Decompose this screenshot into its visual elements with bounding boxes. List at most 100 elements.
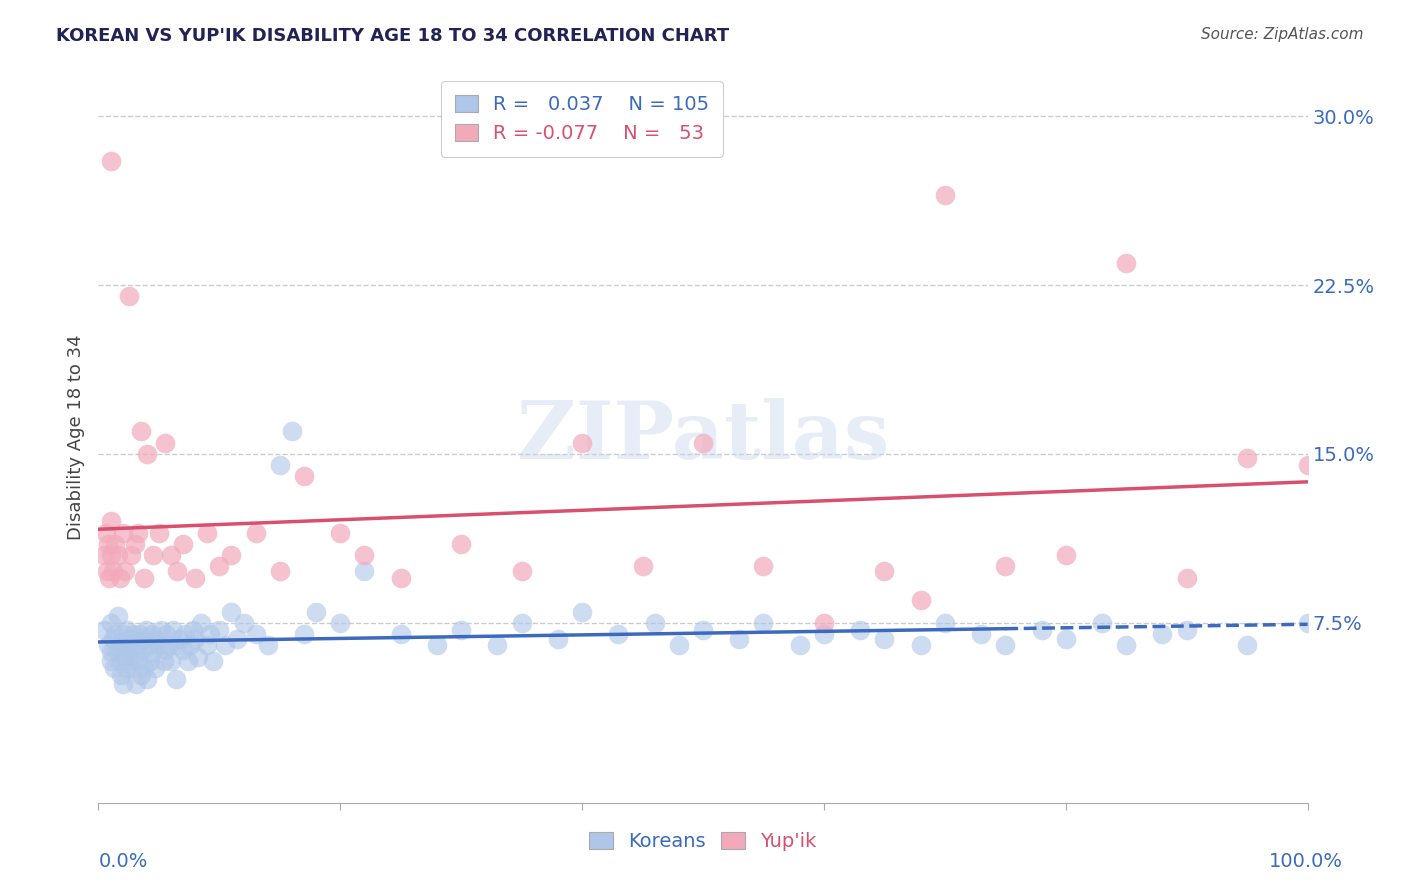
Point: [208, 559, 231, 574]
Point: [152, 654, 174, 668]
Point: [122, 627, 145, 641]
Point: [752, 615, 775, 630]
Point: [97, 638, 120, 652]
Point: [121, 661, 143, 675]
Point: [120, 548, 142, 562]
Point: [139, 654, 162, 668]
Text: ZIPatlas: ZIPatlas: [517, 398, 889, 476]
Point: [692, 623, 714, 637]
Point: [103, 661, 125, 675]
Point: [153, 435, 176, 450]
Point: [970, 627, 993, 641]
Point: [389, 627, 412, 641]
Point: [100, 548, 122, 562]
Point: [510, 564, 533, 578]
Point: [353, 548, 375, 562]
Point: [1175, 623, 1198, 637]
Text: KOREAN VS YUP'IK DISABILITY AGE 18 TO 34 CORRELATION CHART: KOREAN VS YUP'IK DISABILITY AGE 18 TO 34…: [56, 27, 730, 45]
Point: [134, 571, 156, 585]
Point: [107, 548, 129, 562]
Point: [108, 636, 131, 650]
Point: [547, 632, 569, 646]
Point: [668, 638, 690, 652]
Point: [292, 469, 315, 483]
Y-axis label: Disability Age 18 to 34: Disability Age 18 to 34: [66, 334, 84, 540]
Point: [187, 649, 209, 664]
Point: [389, 571, 412, 585]
Point: [135, 672, 157, 686]
Point: [96, 564, 118, 578]
Point: [692, 435, 714, 450]
Point: [208, 623, 231, 637]
Point: [214, 638, 236, 652]
Point: [789, 638, 811, 652]
Point: [221, 548, 243, 562]
Point: [157, 638, 180, 652]
Point: [873, 564, 896, 578]
Point: [132, 632, 155, 646]
Point: [221, 605, 243, 619]
Point: [138, 638, 160, 652]
Point: [117, 623, 139, 637]
Point: [1236, 451, 1258, 466]
Point: [245, 525, 267, 540]
Point: [269, 458, 291, 473]
Point: [104, 627, 127, 641]
Point: [108, 571, 131, 585]
Point: [111, 525, 134, 540]
Point: [143, 661, 166, 675]
Point: [166, 638, 188, 652]
Point: [571, 435, 593, 450]
Point: [118, 654, 141, 668]
Point: [353, 564, 375, 578]
Point: [100, 515, 122, 529]
Point: [125, 676, 148, 690]
Point: [190, 615, 212, 630]
Point: [118, 289, 141, 303]
Point: [179, 638, 201, 652]
Point: [135, 447, 157, 461]
Point: [124, 645, 146, 659]
Point: [160, 654, 183, 668]
Point: [155, 627, 177, 641]
Point: [910, 593, 932, 607]
Point: [1152, 627, 1174, 641]
Point: [100, 645, 122, 659]
Point: [1031, 623, 1053, 637]
Point: [127, 638, 149, 652]
Point: [1115, 638, 1137, 652]
Point: [195, 525, 218, 540]
Point: [145, 632, 167, 646]
Point: [644, 615, 666, 630]
Point: [127, 525, 149, 540]
Point: [177, 654, 200, 668]
Point: [195, 638, 218, 652]
Point: [226, 632, 249, 646]
Point: [607, 627, 630, 641]
Point: [127, 654, 149, 668]
Point: [571, 605, 593, 619]
Point: [148, 638, 170, 652]
Text: 100.0%: 100.0%: [1268, 852, 1343, 871]
Point: [97, 537, 120, 551]
Point: [994, 638, 1017, 652]
Point: [631, 559, 654, 574]
Point: [108, 654, 131, 668]
Point: [934, 615, 956, 630]
Point: [124, 537, 146, 551]
Point: [107, 609, 129, 624]
Point: [1175, 571, 1198, 585]
Point: [153, 642, 176, 657]
Point: [160, 548, 183, 562]
Point: [111, 627, 134, 641]
Legend: Koreans, Yup'ik: Koreans, Yup'ik: [582, 824, 824, 859]
Point: [93, 623, 115, 637]
Point: [184, 571, 207, 585]
Point: [142, 645, 165, 659]
Point: [169, 632, 191, 646]
Point: [165, 672, 187, 686]
Point: [120, 632, 142, 646]
Point: [426, 638, 449, 652]
Point: [181, 623, 204, 637]
Point: [172, 537, 194, 551]
